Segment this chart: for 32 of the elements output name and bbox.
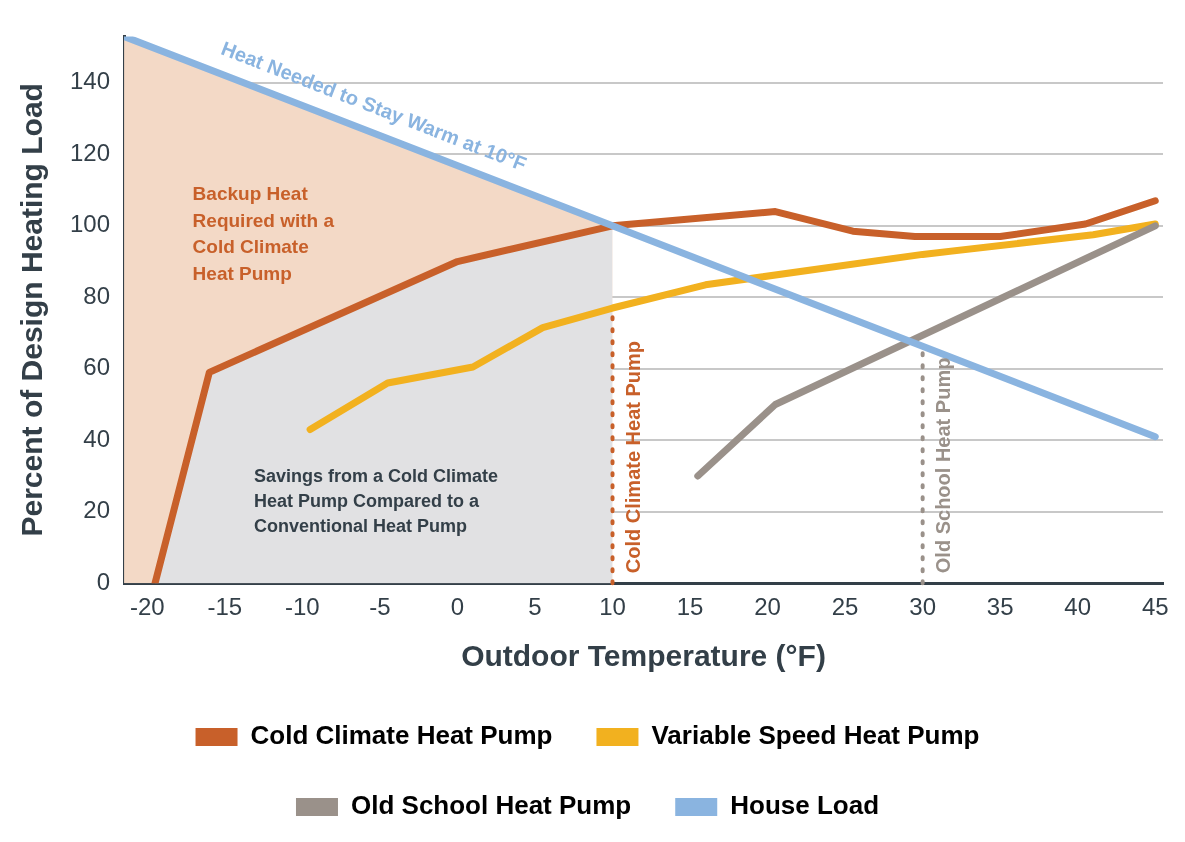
- x-tick-label: 30: [909, 593, 936, 621]
- legend-label: Old School Heat Pump: [350, 790, 632, 821]
- y-tick-label: 0: [96, 567, 111, 595]
- x-tick-label: -15: [207, 593, 243, 621]
- y-tick-label: 100: [70, 210, 111, 238]
- ref-line-label: Cold Climate Heat Pump: [622, 340, 645, 574]
- ref-line-label: Old School Heat Pump: [932, 357, 955, 574]
- y-tick-label: 80: [83, 281, 111, 309]
- x-tick-label: 45: [1141, 593, 1169, 621]
- x-tick-label: -5: [369, 593, 391, 621]
- x-tick-label: 10: [599, 593, 626, 621]
- x-tick-label: 40: [1064, 593, 1092, 621]
- x-tick-label: 25: [831, 593, 859, 621]
- y-tick-label: 40: [83, 424, 111, 452]
- y-tick-label: 120: [70, 138, 111, 166]
- x-tick-label: 20: [754, 593, 781, 621]
- x-tick-label: -10: [285, 593, 320, 621]
- legend-label: Cold Climate Heat Pump: [250, 720, 553, 751]
- x-tick-label: 0: [450, 593, 465, 621]
- annotation: Savings from a Cold Climate Heat Pump Compared to a Conventional Heat Pump: [253, 465, 498, 536]
- legend-label: Variable Speed Heat Pump: [651, 720, 980, 751]
- x-axis-title: Outdoor Temperature (°F): [461, 639, 826, 673]
- y-axis-title: Percent of Design Heating Load: [15, 83, 49, 537]
- x-tick-label: -20: [129, 593, 165, 621]
- annotation: Backup Heat Required with a Cold Climate Heat Pump: [192, 183, 335, 285]
- x-tick-label: 5: [528, 593, 542, 621]
- x-tick-label: 35: [986, 593, 1014, 621]
- y-tick-label: 20: [83, 496, 111, 524]
- x-tick-label: 15: [676, 593, 704, 621]
- y-tick-label: 60: [83, 353, 111, 381]
- y-tick-label: 140: [70, 67, 111, 95]
- legend-label: House Load: [730, 790, 880, 821]
